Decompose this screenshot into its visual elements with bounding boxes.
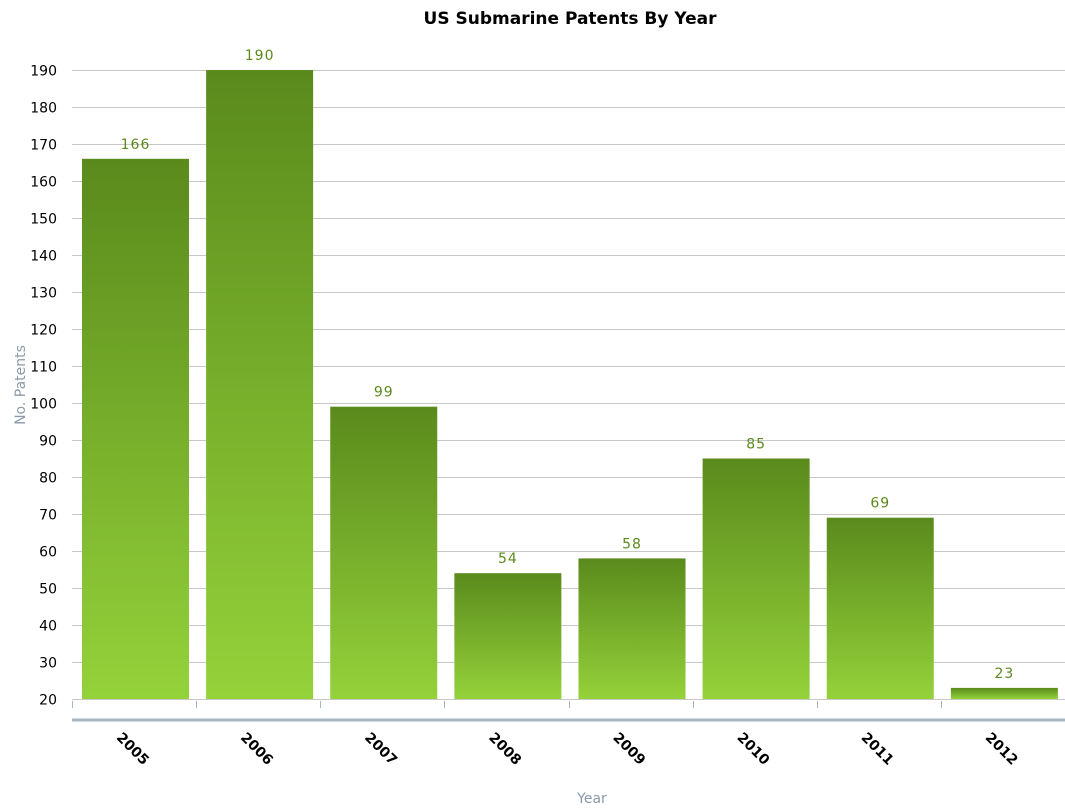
y-tick-label: 100	[30, 397, 57, 413]
y-tick-label: 110	[30, 360, 57, 376]
x-axis-ticks: 2005 2006 2007 2008 2009 2010 2011 2012	[113, 730, 1021, 769]
y-tick-label: 130	[30, 286, 57, 302]
x-axis	[72, 701, 1065, 722]
data-label-2008: 54	[498, 551, 518, 567]
data-label-2007: 99	[374, 385, 394, 401]
y-tick-label: 90	[39, 434, 57, 450]
y-tick-label: 70	[39, 508, 57, 524]
y-tick-label: 40	[39, 619, 57, 635]
y-tick-label: 180	[30, 101, 57, 117]
data-label-2010: 85	[746, 437, 766, 453]
y-tick-label: 190	[30, 64, 57, 80]
bar-2007[interactable]	[330, 406, 438, 699]
bar-2006[interactable]	[206, 70, 314, 699]
data-label-2012: 23	[994, 666, 1014, 682]
data-labels: 166 190 99 54 58 85 69 23	[121, 48, 1014, 682]
x-tick-label-2011: 2011	[858, 730, 897, 769]
bar-2005[interactable]	[82, 158, 189, 700]
data-label-2009: 58	[622, 536, 642, 552]
y-tick-label: 150	[30, 212, 57, 228]
data-label-2011: 69	[870, 496, 890, 512]
y-tick-label: 170	[30, 138, 57, 154]
y-tick-label: 80	[39, 471, 57, 487]
x-tick-label-2010: 2010	[734, 730, 773, 769]
y-tick-label: 60	[39, 545, 57, 561]
x-tick-label-2009: 2009	[609, 730, 648, 769]
chart-title: US Submarine Patents By Year	[424, 9, 718, 29]
bar-2010[interactable]	[702, 458, 810, 700]
y-tick-label: 160	[30, 175, 57, 191]
x-tick-label-2005: 2005	[113, 730, 152, 769]
y-tick-label: 120	[30, 323, 57, 339]
x-axis-title: Year	[576, 791, 607, 807]
y-tick-label: 20	[39, 693, 57, 709]
x-tick-label-2006: 2006	[237, 730, 276, 769]
y-tick-label: 140	[30, 249, 57, 265]
x-tick-label-2012: 2012	[982, 730, 1021, 769]
bar-2008[interactable]	[454, 573, 562, 699]
bar-2012[interactable]	[950, 687, 1058, 699]
y-axis-ticks: 20 30 40 50 60 70 80 90 100 110 120 130 140 150 160 170…	[30, 64, 57, 709]
bar-2011[interactable]	[826, 517, 934, 699]
x-tick-label-2007: 2007	[361, 730, 400, 769]
y-tick-label: 30	[39, 656, 57, 672]
y-axis-title: No. Patents	[13, 345, 29, 425]
x-tick-label-2008: 2008	[485, 730, 524, 769]
bars	[82, 70, 1058, 700]
y-tick-label: 50	[39, 582, 57, 598]
bar-2009[interactable]	[578, 558, 686, 699]
data-label-2005: 166	[121, 137, 151, 153]
data-label-2006: 190	[245, 48, 275, 64]
